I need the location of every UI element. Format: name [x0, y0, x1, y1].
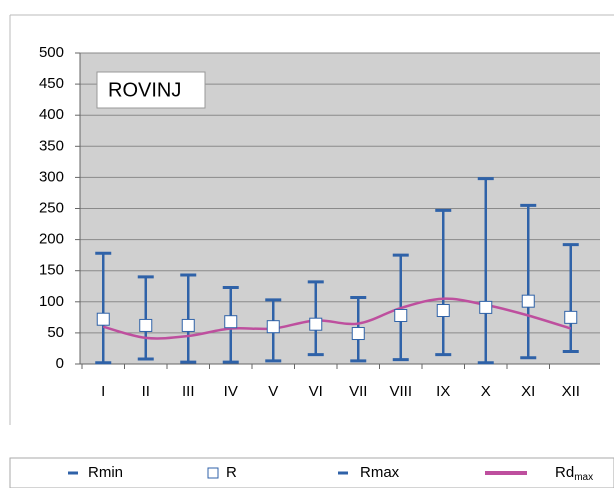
annotation-box — [96, 71, 206, 109]
legend-name: Rd — [555, 464, 574, 481]
x-tick-label: IX — [436, 383, 450, 400]
r-marker — [521, 294, 535, 308]
r-marker — [309, 317, 323, 331]
y-tick-label: 500 — [39, 44, 64, 61]
r-marker — [96, 312, 110, 326]
legend-name: R — [226, 464, 237, 481]
y-tick-label: 50 — [47, 324, 64, 341]
y-tick-label: 150 — [39, 262, 64, 279]
legend-label: Rdmax — [555, 464, 593, 483]
y-tick-label: 350 — [39, 137, 64, 154]
y-tick-label: 300 — [39, 168, 64, 185]
legend-marker — [207, 467, 219, 479]
r-marker — [351, 327, 365, 341]
x-tick-label: VII — [349, 383, 367, 400]
y-tick-label: 200 — [39, 231, 64, 248]
x-tick-label: III — [182, 383, 195, 400]
r-marker — [181, 318, 195, 332]
legend — [9, 457, 614, 488]
x-tick-label: VI — [309, 383, 323, 400]
r-marker — [564, 310, 578, 324]
x-tick-label: XI — [521, 383, 535, 400]
legend-name: Rmin — [88, 464, 123, 481]
x-tick-label: V — [268, 383, 278, 400]
r-marker — [479, 300, 493, 314]
r-marker — [224, 315, 238, 329]
legend-label: Rmin — [88, 464, 123, 481]
r-marker — [139, 318, 153, 332]
x-tick-label: IV — [224, 383, 238, 400]
legend-label: R — [226, 464, 237, 481]
x-tick-label: II — [142, 383, 150, 400]
y-tick-label: 100 — [39, 293, 64, 310]
legend-name: Rmax — [360, 464, 400, 481]
x-tick-label: XII — [562, 383, 580, 400]
legend-label: Rmax — [360, 464, 400, 481]
annotation: ROVINJ — [108, 79, 181, 101]
x-tick-label: X — [481, 383, 491, 400]
legend-subscript: max — [574, 472, 593, 483]
x-tick-label: VIII — [389, 383, 412, 400]
y-tick-label: 0 — [56, 355, 64, 372]
r-marker — [266, 320, 280, 334]
x-tick-label: I — [101, 383, 105, 400]
y-tick-label: 250 — [39, 199, 64, 216]
y-tick-label: 400 — [39, 106, 64, 123]
r-marker — [436, 304, 450, 318]
r-marker — [394, 308, 408, 322]
y-tick-label: 450 — [39, 75, 64, 92]
